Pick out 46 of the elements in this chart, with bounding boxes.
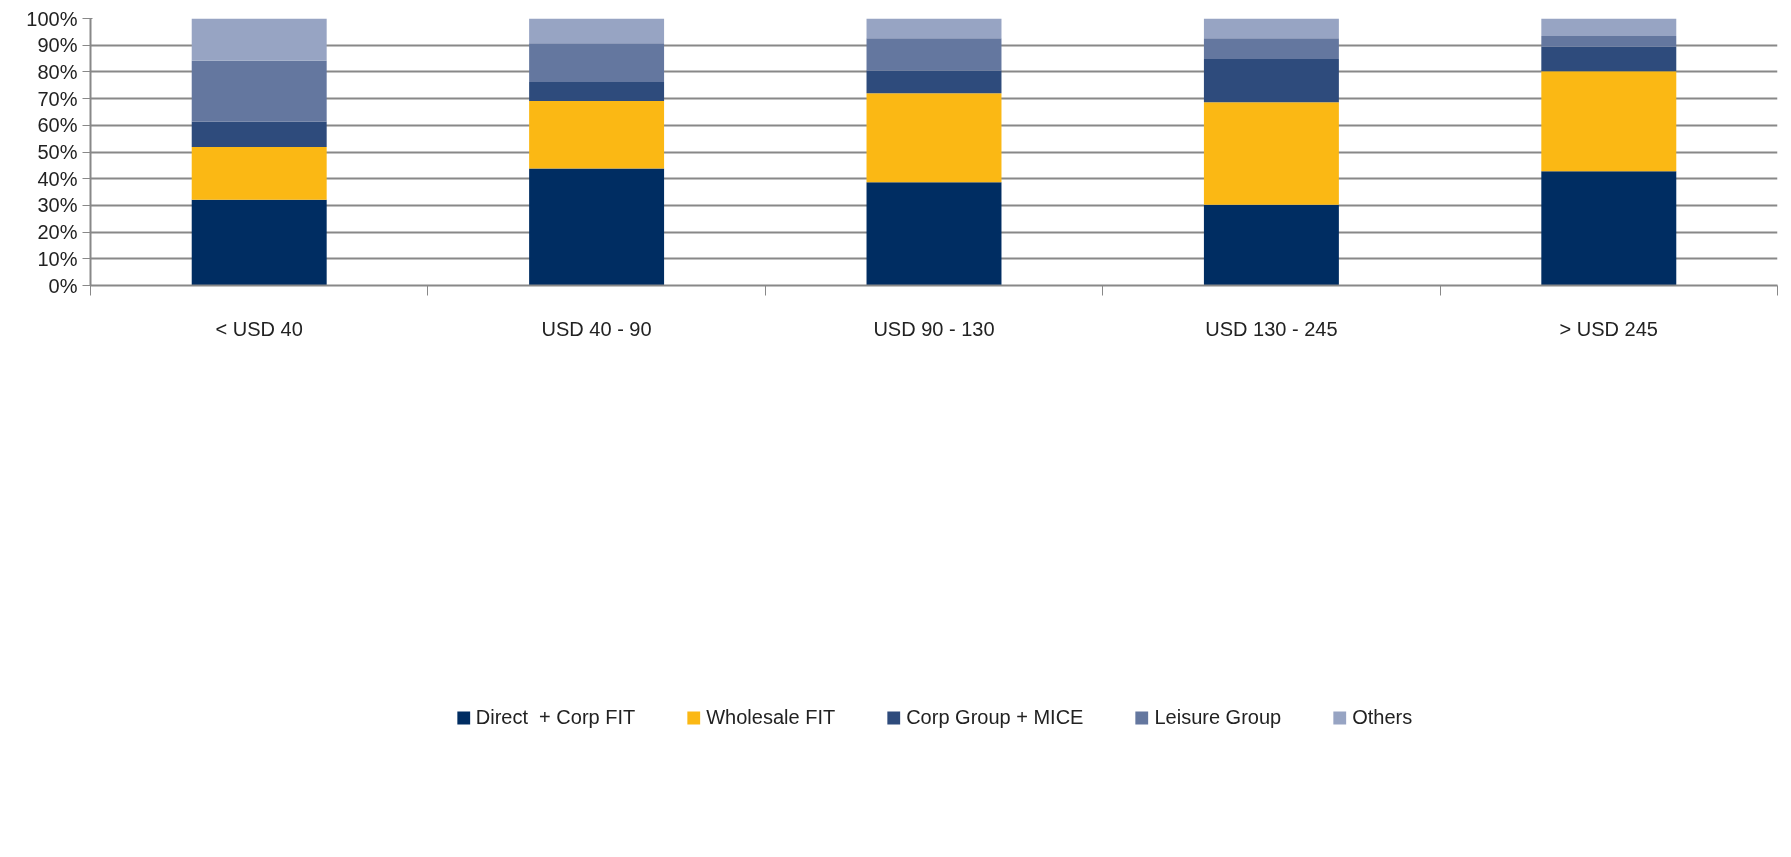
legend-label: Leisure Group [1154,705,1282,729]
legend-label: Direct + Corp FIT [475,705,636,729]
x-tick-label: > USD 245 [1559,317,1658,340]
bar [191,146,327,200]
bar [191,199,327,286]
y-tick-label: 70% [37,87,78,110]
bar [1541,36,1677,47]
y-tick-label: 100% [26,7,78,30]
y-tick-label: 10% [37,247,78,270]
bar [866,70,1002,94]
bar [529,82,665,101]
y-tick-label: 50% [37,141,78,163]
x-tick-label: USD 130 - 245 [1205,317,1338,340]
y-tick-label: 80% [37,60,78,83]
y-tick-label: 20% [37,221,78,244]
bar [866,182,1002,286]
bar [191,60,327,122]
bar [529,101,665,169]
bar [1203,102,1339,205]
bar [866,18,1002,39]
bar [1541,18,1677,37]
bar [1203,38,1339,60]
y-tick-label: 40% [37,167,78,190]
legend-label: Others [1352,705,1413,729]
y-tick-label: 30% [37,194,78,217]
bar [191,18,327,61]
bar [529,168,665,286]
bar [1203,18,1339,39]
bar [1541,171,1677,286]
bar [866,38,1002,71]
bar [1203,204,1339,286]
x-tick-label: USD 90 - 130 [873,317,995,340]
bar [529,43,665,83]
bar [1541,71,1677,172]
bar [866,93,1002,183]
bar [1541,46,1677,72]
legend-label: Wholesale FIT [706,705,836,729]
bar [191,121,327,147]
x-tick-label: USD 40 - 90 [541,317,652,340]
bar [1203,59,1339,103]
y-tick-label: 0% [48,274,78,297]
y-tick-label: 60% [37,114,78,137]
bar [529,18,665,44]
x-tick-label: < USD 40 [215,317,303,340]
y-tick-label: 90% [37,34,78,57]
legend-label: Corp Group + MICE [906,705,1084,729]
